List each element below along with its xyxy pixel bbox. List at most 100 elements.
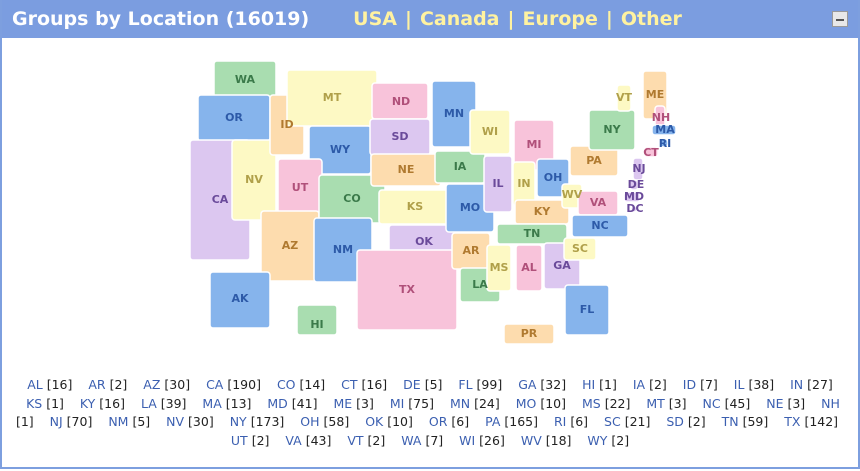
state-code[interactable]: NJ — [49, 414, 63, 429]
state-code[interactable]: MD — [267, 395, 288, 411]
state-label[interactable]: WV — [562, 188, 583, 201]
state-code[interactable]: NH — [821, 395, 840, 411]
state-entry[interactable]: IA [2] — [633, 377, 667, 392]
state-entry[interactable]: MT [3] — [646, 396, 686, 411]
state-code[interactable]: VT — [347, 432, 364, 448]
state-entry[interactable]: FL [99] — [458, 377, 502, 392]
state-label[interactable]: OK — [415, 235, 433, 248]
state-entry[interactable]: SD [2] — [666, 414, 705, 429]
state-code[interactable]: OH — [300, 414, 320, 429]
state-label[interactable]: WA — [235, 73, 256, 86]
state-entry[interactable]: NV [30] — [166, 414, 214, 429]
state-entry[interactable]: MO [10] — [516, 396, 566, 411]
state-code[interactable]: ME — [333, 395, 353, 411]
state-entry[interactable]: WY [2] — [587, 433, 629, 448]
state-entry[interactable]: LA [39] — [141, 396, 186, 411]
state-code[interactable]: MS — [582, 395, 601, 411]
state-label[interactable]: MO — [460, 201, 480, 214]
state-label[interactable]: TN — [524, 227, 541, 240]
state-code[interactable]: KY — [79, 395, 96, 411]
nav-link[interactable]: Other — [620, 8, 682, 30]
state-code[interactable]: LA — [140, 395, 157, 411]
state-label[interactable]: AL — [521, 261, 537, 274]
state-label[interactable]: RI — [659, 137, 672, 150]
state-label[interactable]: SC — [572, 242, 588, 255]
state-entry[interactable]: MN [24] — [450, 396, 500, 411]
state-code[interactable]: VA — [285, 432, 302, 448]
state-code[interactable]: TX — [784, 414, 801, 429]
state-label[interactable]: AZ — [282, 239, 299, 252]
nav-link[interactable]: Europe — [522, 8, 598, 30]
state-entry[interactable]: AR [2] — [88, 377, 127, 392]
state-code[interactable]: AR — [88, 377, 106, 392]
state-label[interactable]: NH — [652, 111, 670, 124]
state-code[interactable]: HI — [582, 377, 596, 392]
state-label[interactable]: CO — [343, 192, 360, 205]
state-entry[interactable]: WA [7] — [401, 433, 443, 448]
state-label[interactable]: OR — [225, 111, 243, 124]
state-entry[interactable]: AL [16] — [27, 377, 72, 392]
state-code[interactable]: MA — [202, 395, 222, 411]
state-code[interactable]: PA — [485, 414, 501, 429]
state-code[interactable]: CA — [206, 377, 224, 392]
state-label[interactable]: IN — [517, 177, 530, 190]
state-entry[interactable]: CO [14] — [277, 377, 325, 392]
state-label[interactable]: MN — [444, 107, 464, 120]
state-entry[interactable]: IL [38] — [734, 377, 774, 392]
state-code[interactable]: AL — [27, 377, 43, 392]
state-label[interactable]: KS — [407, 200, 424, 213]
state-code[interactable]: WI — [459, 432, 476, 448]
state-code[interactable]: CO — [276, 377, 296, 392]
state-code[interactable]: NC — [702, 395, 721, 411]
state-entry[interactable]: PA [165] — [485, 414, 538, 429]
state-label[interactable]: IA — [454, 160, 467, 173]
state-entry[interactable]: NC [45] — [702, 396, 750, 411]
state-code[interactable]: SC — [604, 414, 621, 429]
state-entry[interactable]: VA [43] — [285, 433, 331, 448]
state-entry[interactable]: CA [190] — [206, 377, 261, 392]
state-entry[interactable]: NM [5] — [108, 414, 150, 429]
state-label[interactable]: CA — [212, 193, 229, 206]
state-code[interactable]: WV — [520, 432, 542, 448]
state-label[interactable]: WY — [330, 143, 351, 156]
state-label[interactable]: CT — [643, 146, 659, 159]
state-label[interactable]: NE — [398, 163, 415, 176]
state-code[interactable]: NE — [766, 395, 784, 411]
state-entry[interactable]: TN [59] — [722, 414, 769, 429]
state-label[interactable]: KY — [534, 205, 552, 218]
state-entry[interactable]: MD [41] — [267, 396, 317, 411]
state-entry[interactable]: WV [18] — [521, 433, 572, 448]
state-label[interactable]: MS — [490, 261, 509, 274]
state-code[interactable]: OR — [428, 414, 448, 429]
state-entry[interactable]: KY [16] — [80, 396, 125, 411]
state-label[interactable]: NM — [333, 243, 353, 256]
state-code[interactable]: UT — [230, 432, 248, 448]
state-label[interactable]: PA — [586, 154, 602, 167]
state-label[interactable]: SD — [391, 130, 408, 143]
state-label[interactable]: NV — [245, 173, 263, 186]
state-code[interactable]: OK — [365, 414, 384, 429]
state-code[interactable]: GA — [518, 377, 537, 392]
state-label[interactable]: DC — [626, 202, 643, 215]
state-entry[interactable]: WI [26] — [459, 433, 505, 448]
state-code[interactable]: NY — [229, 414, 247, 429]
state-entry[interactable]: ID [7] — [683, 377, 718, 392]
state-entry[interactable]: UT [2] — [231, 433, 270, 448]
state-code[interactable]: FL — [458, 377, 473, 392]
state-code[interactable]: WY — [587, 432, 608, 448]
state-entry[interactable]: IN [27] — [790, 377, 833, 392]
state-entry[interactable]: NH [1] — [16, 396, 840, 430]
state-label[interactable]: PR — [521, 327, 538, 340]
state-label[interactable]: GA — [553, 259, 571, 272]
state-label[interactable]: LA — [472, 278, 488, 291]
state-entry[interactable]: NJ [70] — [50, 414, 93, 429]
state-entry[interactable]: AZ [30] — [143, 377, 190, 392]
state-label[interactable]: ID — [280, 118, 293, 131]
state-entry[interactable]: MA [13] — [202, 396, 251, 411]
state-entry[interactable]: MS [22] — [582, 396, 630, 411]
state-code[interactable]: IA — [632, 377, 646, 392]
state-label[interactable]: MD — [624, 190, 644, 203]
state-label[interactable]: FL — [580, 303, 595, 316]
state-entry[interactable]: HI [1] — [582, 377, 617, 392]
state-code[interactable]: MT — [646, 395, 665, 411]
